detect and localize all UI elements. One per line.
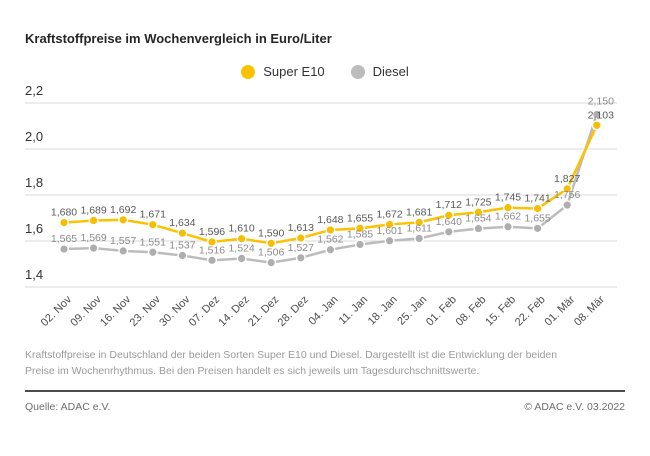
svg-text:21. Dez: 21. Dez: [246, 294, 281, 329]
legend-label-diesel: Diesel: [372, 64, 409, 79]
svg-text:1,725: 1,725: [465, 196, 491, 208]
legend-item-super-e10: Super E10: [241, 64, 325, 79]
diesel-dot-icon: [350, 64, 365, 79]
svg-text:1,611: 1,611: [406, 222, 432, 234]
svg-text:1,672: 1,672: [376, 208, 402, 220]
svg-text:1,601: 1,601: [376, 225, 402, 237]
svg-text:1,8: 1,8: [25, 175, 43, 190]
svg-text:1,741: 1,741: [524, 193, 550, 205]
svg-text:16. Nov: 16. Nov: [98, 293, 134, 329]
svg-text:07. Dez: 07. Dez: [187, 294, 222, 329]
svg-text:18. Jan: 18. Jan: [366, 294, 400, 328]
svg-text:1,680: 1,680: [51, 207, 77, 219]
chart-description: Kraftstoffpreise in Deutschland der beid…: [25, 349, 558, 378]
svg-text:08. Feb: 08. Feb: [454, 294, 489, 329]
svg-text:1,745: 1,745: [495, 192, 521, 204]
svg-text:1,537: 1,537: [169, 239, 195, 251]
svg-text:1,524: 1,524: [228, 242, 254, 254]
svg-text:11. Jan: 11. Jan: [337, 294, 370, 327]
svg-text:1,655: 1,655: [347, 212, 373, 224]
source-label: Quelle: ADAC e.V.: [25, 401, 111, 413]
svg-text:1,585: 1,585: [347, 228, 373, 240]
svg-text:1,640: 1,640: [436, 216, 462, 228]
price-chart: 2,2 2,0 1,8 1,6 1,4 1,680 1,689 1,692 1,6711,634…: [25, 83, 617, 329]
svg-text:15. Feb: 15. Feb: [483, 294, 518, 329]
copyright-label: © ADAC e.V. 03.2022: [524, 401, 625, 413]
svg-text:1,6: 1,6: [25, 221, 43, 236]
svg-text:1,527: 1,527: [288, 242, 314, 254]
svg-text:25. Jan: 25. Jan: [395, 294, 429, 328]
svg-text:1,569: 1,569: [80, 232, 106, 244]
svg-text:1,610: 1,610: [228, 223, 254, 235]
svg-text:1,712: 1,712: [436, 199, 462, 211]
footer: Quelle: ADAC e.V. © ADAC e.V. 03.2022: [25, 401, 625, 413]
page-title: Kraftstoffpreise im Wochenvergleich in E…: [25, 31, 332, 46]
svg-text:30. Nov: 30. Nov: [157, 293, 193, 329]
svg-text:1,551: 1,551: [140, 236, 166, 248]
svg-text:23. Nov: 23. Nov: [128, 293, 164, 329]
svg-text:1,516: 1,516: [199, 244, 225, 256]
svg-text:1,681: 1,681: [406, 206, 432, 218]
svg-text:1,613: 1,613: [288, 222, 314, 234]
svg-text:14. Dez: 14. Dez: [216, 294, 251, 329]
footer-divider: [25, 390, 625, 392]
svg-text:1,662: 1,662: [495, 211, 521, 223]
svg-text:1,562: 1,562: [317, 234, 343, 246]
svg-text:09. Nov: 09. Nov: [68, 293, 104, 329]
svg-text:2,2: 2,2: [25, 83, 43, 98]
super-e10-dot-icon: [241, 64, 256, 79]
svg-text:04. Jan: 04. Jan: [307, 294, 341, 328]
svg-text:22. Feb: 22. Feb: [513, 294, 548, 329]
svg-text:1,4: 1,4: [25, 267, 43, 282]
svg-text:1,671: 1,671: [140, 209, 166, 221]
svg-text:1,590: 1,590: [258, 227, 284, 239]
svg-text:1,648: 1,648: [317, 214, 343, 226]
svg-text:1,756: 1,756: [554, 189, 580, 201]
svg-text:1,557: 1,557: [110, 235, 136, 247]
svg-text:1,634: 1,634: [169, 217, 195, 229]
svg-text:2,150: 2,150: [588, 96, 614, 108]
svg-text:28. Dez: 28. Dez: [276, 294, 311, 329]
svg-text:1,827: 1,827: [554, 173, 580, 185]
svg-text:1,565: 1,565: [51, 233, 77, 245]
svg-text:1,654: 1,654: [465, 213, 491, 225]
chart-legend: Super E10 Diesel: [0, 64, 650, 79]
svg-text:1,689: 1,689: [80, 205, 106, 217]
svg-text:1,596: 1,596: [199, 226, 225, 238]
svg-text:2,103: 2,103: [588, 109, 614, 121]
svg-text:01. Feb: 01. Feb: [424, 294, 459, 329]
svg-text:1,506: 1,506: [258, 247, 284, 259]
svg-text:01. Mär: 01. Mär: [542, 293, 577, 328]
svg-text:1,655: 1,655: [524, 212, 550, 224]
svg-text:2,0: 2,0: [25, 129, 43, 144]
svg-text:1,692: 1,692: [110, 204, 136, 216]
legend-label-super-e10: Super E10: [263, 64, 325, 79]
legend-item-diesel: Diesel: [350, 64, 409, 79]
svg-text:08. Mär: 08. Mär: [572, 293, 607, 328]
svg-text:02. Nov: 02. Nov: [39, 293, 75, 329]
